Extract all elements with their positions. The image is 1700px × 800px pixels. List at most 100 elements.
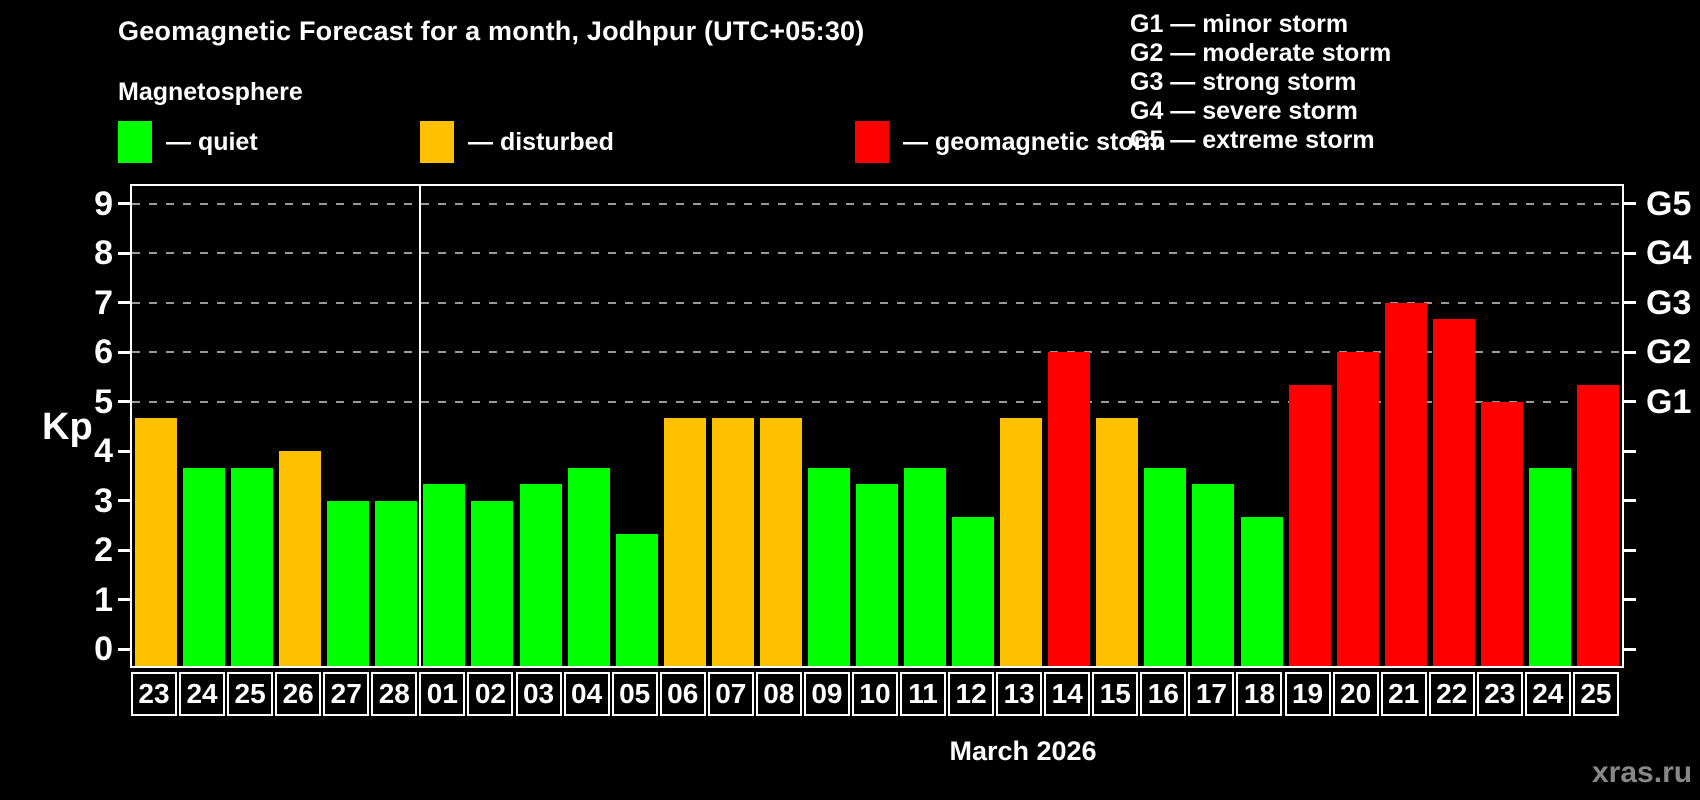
kp-bar-day-24 — [183, 467, 226, 666]
kp-bar-day-24 — [1528, 467, 1571, 666]
y-axis-tick-label: 9 — [94, 184, 113, 223]
kp-bar-day-16 — [1144, 467, 1187, 666]
y-axis-tick-left — [118, 301, 130, 305]
day-label-cell: 24 — [1524, 672, 1571, 716]
storm-scale-legend-line: G1 — minor storm — [1130, 10, 1349, 38]
y-axis-tick-left — [118, 400, 130, 404]
y-axis-tick-right — [1624, 647, 1636, 651]
storm-scale-legend: G1 — minor storm G2 — moderate storm G3 — … — [1130, 10, 1391, 155]
day-label-cell: 09 — [803, 672, 850, 716]
day-label-cell: 13 — [996, 672, 1043, 716]
legend-item-storm: — geomagnetic storm — [855, 121, 1166, 163]
g-scale-tick-label: G2 — [1646, 333, 1692, 372]
y-axis-tick-label: 5 — [94, 382, 113, 421]
kp-bar-day-01 — [423, 484, 466, 666]
g-scale-tick-label: G1 — [1646, 382, 1692, 421]
y-axis-tick-left — [118, 548, 130, 552]
day-label-cell: 03 — [515, 672, 562, 716]
y-axis-tick-left — [118, 202, 130, 206]
y-axis-tick-label: 2 — [94, 531, 113, 570]
storm-scale-legend-line: G4 — severe storm — [1130, 97, 1358, 125]
day-label-cell: 25 — [1572, 672, 1619, 716]
day-label-cell: 18 — [1236, 672, 1283, 716]
day-label-cell: 20 — [1332, 672, 1379, 716]
day-label-cell: 07 — [707, 672, 754, 716]
day-label-cell: 23 — [131, 672, 177, 716]
y-axis-tick-label: 3 — [94, 481, 113, 520]
y-axis-tick-right — [1624, 548, 1636, 552]
kp-bar-day-11 — [904, 467, 947, 666]
kp-bar-day-13 — [1000, 418, 1043, 666]
kp-bar-day-23 — [135, 418, 178, 666]
kp-bar-day-12 — [952, 517, 995, 666]
y-axis-tick-left — [118, 350, 130, 354]
gridline-kp-6 — [132, 351, 1622, 354]
plot-area — [132, 186, 1622, 666]
kp-bar-day-21 — [1384, 302, 1427, 666]
legend-item-quiet: — quiet — [118, 121, 258, 163]
legend-item-label: — geomagnetic storm — [903, 127, 1166, 156]
day-label-cell: 15 — [1092, 672, 1139, 716]
kp-bar-day-17 — [1192, 484, 1235, 666]
day-label-cell: 24 — [179, 672, 226, 716]
watermark: xras.ru — [1592, 756, 1693, 789]
y-axis-tick-right — [1624, 499, 1636, 503]
y-axis-tick-right — [1624, 301, 1636, 305]
y-axis-tick-right — [1624, 251, 1636, 255]
y-axis-tick-label: 7 — [94, 283, 113, 322]
gridline-kp-9 — [132, 202, 1622, 205]
kp-bar-day-03 — [519, 484, 562, 666]
day-label-cell: 08 — [755, 672, 802, 716]
day-label-cell: 12 — [948, 672, 995, 716]
y-axis-tick-right — [1624, 400, 1636, 404]
kp-bar-day-06 — [663, 418, 706, 666]
disturbed-color-swatch — [420, 121, 454, 163]
y-axis-tick-label: 4 — [94, 432, 113, 471]
storm-color-swatch — [855, 121, 889, 163]
y-axis-tick-left — [118, 449, 130, 453]
gridline-kp-8 — [132, 252, 1622, 255]
day-label-cell: 28 — [371, 672, 418, 716]
y-axis-title: Kp — [42, 406, 93, 448]
kp-bar-day-26 — [279, 451, 322, 666]
y-axis-tick-left — [118, 251, 130, 255]
day-label-cell: 02 — [467, 672, 514, 716]
kp-bar-day-04 — [567, 467, 610, 666]
kp-bar-day-22 — [1432, 319, 1475, 666]
g-scale-tick-label: G3 — [1646, 283, 1692, 322]
day-label-cell: 25 — [227, 672, 274, 716]
kp-bar-day-10 — [856, 484, 898, 666]
day-label-cell: 27 — [323, 672, 370, 716]
magnetosphere-subtitle: Magnetosphere — [118, 78, 303, 106]
gridline-kp-7 — [132, 301, 1622, 304]
day-label-cell: 16 — [1140, 672, 1187, 716]
day-label-cell: 17 — [1188, 672, 1235, 716]
kp-bar-day-25 — [231, 467, 274, 666]
kp-bar-day-14 — [1048, 352, 1091, 666]
legend-item-disturbed: — disturbed — [420, 121, 614, 163]
y-axis-tick-left — [118, 647, 130, 651]
day-label-cell: 10 — [851, 672, 898, 716]
kp-bar-day-27 — [327, 500, 370, 666]
kp-bar-day-20 — [1336, 352, 1379, 666]
storm-scale-legend-line: G2 — moderate storm — [1130, 39, 1392, 67]
month-separator-line — [419, 186, 422, 666]
y-axis-tick-left — [118, 598, 130, 602]
y-axis-tick-right — [1624, 598, 1636, 602]
page-title: Geomagnetic Forecast for a month, Jodhpu… — [118, 16, 865, 46]
day-label-cell: 01 — [419, 672, 466, 716]
kp-bar-day-09 — [807, 467, 850, 666]
quiet-color-swatch — [118, 121, 152, 163]
day-label-cell: 04 — [563, 672, 610, 716]
y-axis-tick-label: 1 — [94, 580, 113, 619]
kp-bar-day-19 — [1288, 385, 1331, 666]
day-label-cell: 05 — [611, 672, 658, 716]
x-axis-title: March 2026 — [949, 736, 1097, 766]
day-label-cell: 22 — [1428, 672, 1475, 716]
kp-bar-day-02 — [471, 500, 514, 666]
legend-item-label: — disturbed — [468, 127, 614, 156]
kp-bar-day-05 — [615, 533, 658, 666]
day-label-cell: 19 — [1284, 672, 1331, 716]
day-label-cell: 26 — [275, 672, 322, 716]
